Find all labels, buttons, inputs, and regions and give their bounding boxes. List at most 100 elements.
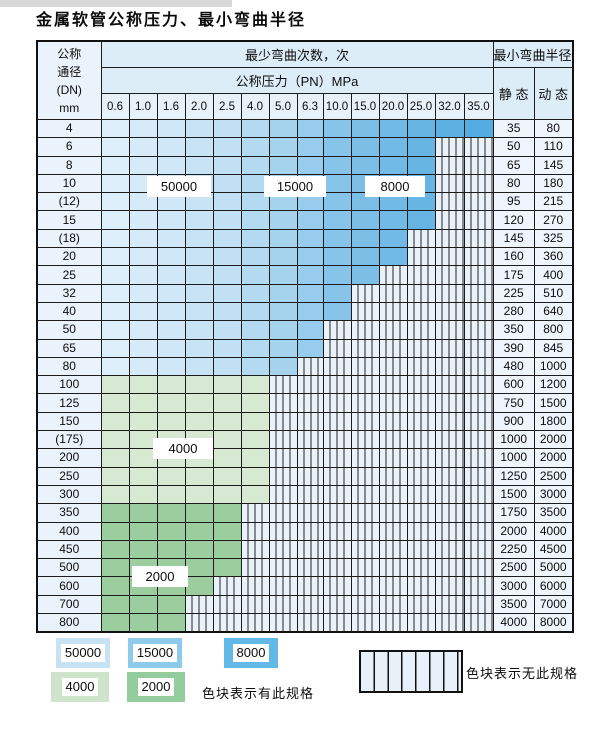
dn-cell: 10 — [36, 173, 102, 194]
pressure-tick: 1.0 — [128, 93, 158, 120]
table-row: 500 2500 5000 — [36, 558, 574, 578]
no-spec-cell — [463, 265, 494, 285]
no-spec-cell — [406, 430, 436, 450]
static-radius-cell: 600 — [492, 375, 535, 395]
table-row: 350 1750 3500 — [36, 503, 574, 523]
table-row: 32 225 510 — [36, 283, 574, 303]
no-spec-cell — [406, 503, 436, 523]
dn-cell: 400 — [36, 521, 102, 541]
dynamic-header: 动 态 — [533, 67, 574, 120]
static-radius-cell: 160 — [492, 247, 535, 267]
spec-cell — [240, 338, 270, 358]
no-spec-cell — [463, 539, 494, 560]
spec-cell — [156, 466, 186, 486]
dn-header-line: (DN) — [56, 82, 82, 97]
header-row-1: 公称 通径 (DN) mm 最少弯曲次数，次 最小弯曲半径 — [36, 40, 574, 120]
pressure-tick: 1.6 — [156, 93, 186, 120]
no-spec-cell — [296, 393, 324, 413]
no-spec-cell — [434, 613, 465, 633]
spec-cell — [406, 137, 436, 157]
no-spec-cell — [463, 173, 494, 194]
table-row: 6 50 110 — [36, 137, 574, 157]
spec-cell — [128, 210, 158, 230]
no-spec-cell — [350, 448, 380, 468]
spec-cell — [240, 210, 270, 230]
no-spec-cell — [322, 539, 352, 560]
spec-cell — [212, 192, 242, 212]
no-spec-cell — [378, 338, 408, 358]
no-spec-cell — [350, 539, 380, 560]
spec-cell — [240, 155, 270, 175]
dn-cell: 450 — [36, 539, 102, 560]
no-spec-cell — [463, 283, 494, 303]
no-spec-cell — [406, 448, 436, 468]
spec-cell — [268, 320, 298, 340]
spec-cell — [156, 411, 186, 432]
legend-swatch-label: 50000 — [60, 644, 106, 662]
spec-cell — [128, 484, 158, 505]
spec-cell — [268, 228, 298, 249]
spec-cell — [100, 173, 130, 194]
table-row: 700 3500 7000 — [36, 594, 574, 615]
spec-cell — [240, 393, 270, 413]
dn-cell: 350 — [36, 503, 102, 523]
spec-cell — [268, 301, 298, 322]
no-spec-cell — [268, 448, 298, 468]
spec-cell — [100, 210, 130, 230]
no-spec-cell — [406, 247, 436, 267]
no-spec-cell — [322, 466, 352, 486]
no-spec-cell — [406, 228, 436, 249]
spec-cell — [184, 210, 214, 230]
legend-swatch-label: 4000 — [61, 678, 99, 696]
no-spec-cell — [406, 375, 436, 395]
spec-cell — [296, 265, 324, 285]
table-row: 125 750 1500 — [36, 393, 574, 413]
table-row: 250 1250 2500 — [36, 466, 574, 486]
spec-cell — [322, 192, 352, 212]
spec-cell — [268, 192, 298, 212]
no-spec-cell — [434, 283, 465, 303]
spec-cell — [296, 118, 324, 139]
spec-cell — [128, 613, 158, 633]
table-row: 150 900 1800 — [36, 411, 574, 432]
spec-cell — [128, 466, 158, 486]
no-spec-cell — [378, 594, 408, 615]
spec-cell — [268, 356, 298, 377]
no-spec-cell — [268, 375, 298, 395]
spec-cell — [212, 210, 242, 230]
no-spec-cell — [406, 594, 436, 615]
spec-cell — [212, 301, 242, 322]
no-spec-cell — [463, 375, 494, 395]
no-spec-cell — [296, 594, 324, 615]
no-spec-cell — [268, 576, 298, 596]
table-row: 300 1500 3000 — [36, 484, 574, 505]
no-spec-cell — [406, 338, 436, 358]
no-spec-cell — [240, 539, 270, 560]
spec-cell — [156, 594, 186, 615]
spec-cell — [240, 301, 270, 322]
spec-cell — [212, 484, 242, 505]
no-spec-cell — [350, 558, 380, 578]
no-spec-cell — [296, 411, 324, 432]
spec-cell — [100, 228, 130, 249]
spec-cell — [184, 283, 214, 303]
dynamic-radius-cell: 145 — [533, 155, 574, 175]
spec-cell — [128, 393, 158, 413]
dynamic-radius-cell: 2000 — [533, 448, 574, 468]
spec-cell — [268, 338, 298, 358]
no-spec-cell — [268, 411, 298, 432]
dn-cell: 700 — [36, 594, 102, 615]
no-spec-cell — [434, 521, 465, 541]
page-title: 金属软管公称压力、最小弯曲半径 — [36, 10, 307, 29]
static-radius-cell: 3000 — [492, 576, 535, 596]
spec-cell — [156, 503, 186, 523]
static-radius-cell: 390 — [492, 338, 535, 358]
no-spec-cell — [212, 576, 242, 596]
no-spec-cell — [350, 375, 380, 395]
spec-cell — [296, 283, 324, 303]
pressure-tick: 6.3 — [296, 93, 324, 120]
spec-cell — [268, 210, 298, 230]
spec-cell — [212, 521, 242, 541]
spec-cell — [434, 118, 465, 139]
spec-cell — [100, 393, 130, 413]
